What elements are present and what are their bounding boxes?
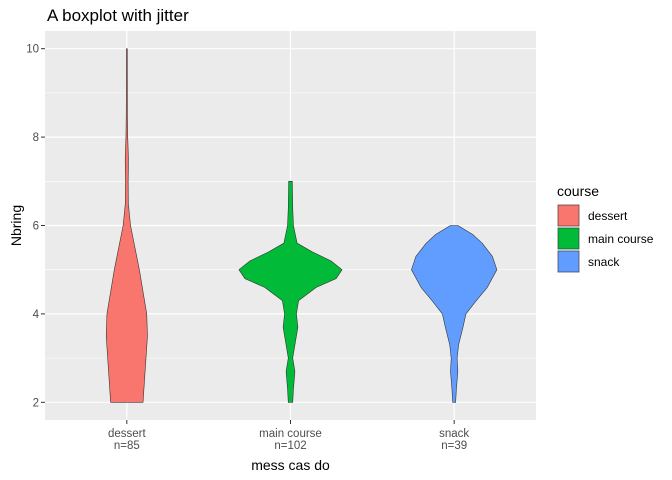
chart-title: A boxplot with jitter — [47, 6, 189, 25]
y-axis-title: Nbring — [8, 205, 24, 246]
y-tick-label: 4 — [33, 309, 40, 321]
y-tick-label: 2 — [33, 397, 39, 409]
y-tick-label: 10 — [26, 44, 39, 56]
legend-swatch — [557, 227, 580, 250]
violin-dessert — [105, 48, 148, 403]
legend-swatch — [557, 250, 580, 273]
x-tick-count-label: n=85 — [114, 440, 140, 452]
violin-snack — [411, 225, 498, 403]
violin-main-course — [238, 181, 343, 403]
legend-label: dessert — [588, 209, 628, 223]
x-tick-label: snack — [439, 428, 469, 440]
legend: course dessert main course snack — [557, 183, 654, 273]
x-axis-title: mess cas do — [251, 457, 330, 473]
legend-title: course — [557, 183, 599, 199]
legend-label: main course — [588, 232, 654, 246]
x-tick-label: main course — [259, 428, 322, 440]
violins — [105, 48, 498, 403]
y-tick-label: 6 — [33, 221, 39, 233]
x-tick-count-label: n=39 — [441, 440, 467, 452]
x-tick-count-label: n=102 — [274, 440, 306, 452]
legend-label: snack — [588, 255, 620, 269]
y-tick-label: 8 — [33, 132, 39, 144]
legend-swatch — [557, 204, 580, 227]
x-tick-label: dessert — [108, 428, 147, 440]
y-axis: 2 4 6 8 10 — [26, 44, 45, 409]
